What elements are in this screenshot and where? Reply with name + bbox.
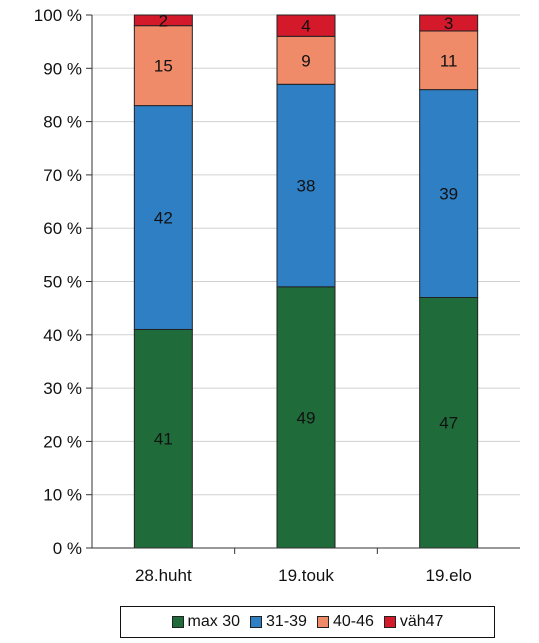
- x-tick-label: 28.huht: [135, 566, 192, 585]
- axes: [91, 15, 520, 549]
- y-tick-label: 0 %: [53, 539, 82, 558]
- data-label: 11: [440, 51, 458, 70]
- data-label: 49: [297, 408, 316, 427]
- y-tick-label: 60 %: [43, 219, 82, 238]
- bars: 41 42 15 2 49 38 9 4 47 39 11 3: [133, 11, 479, 549]
- y-tick-label: 30 %: [43, 379, 82, 398]
- y-tick-label: 50 %: [43, 273, 82, 292]
- legend: max 30 31-39 40-46 väh47: [120, 606, 495, 638]
- stacked-bar-chart: 0 % 10 % 20 % 30 % 40 % 50 % 60 % 70 % 80 % 90 % 1…: [34, 6, 520, 585]
- bar-segment: [419, 296, 479, 549]
- data-label: 39: [439, 185, 458, 204]
- bar-segment: [276, 35, 336, 85]
- bar-segment: [276, 14, 336, 37]
- data-label: 15: [154, 57, 173, 76]
- legend-label: 40-46: [332, 613, 374, 630]
- y-tick-label: 10 %: [43, 486, 82, 505]
- data-label: 4: [301, 17, 310, 36]
- legend-item: väh47: [383, 613, 444, 631]
- data-label: 9: [301, 51, 310, 70]
- data-label: 3: [444, 14, 453, 33]
- bar-segment: [276, 286, 336, 549]
- y-tick-label: 70 %: [43, 166, 82, 185]
- x-tick-label: 19.touk: [278, 566, 334, 585]
- legend-swatch: [250, 616, 263, 628]
- legend-item: max 30: [171, 613, 241, 631]
- y-axis-ticks: 0 % 10 % 20 % 30 % 40 % 50 % 60 % 70 % 80 % 90 % 1…: [34, 6, 92, 558]
- y-tick-label: 90 %: [43, 59, 82, 78]
- bar-segment: [133, 14, 193, 27]
- bar-segment: [276, 83, 336, 288]
- legend-label: max 30: [187, 613, 241, 630]
- legend-item: 31-39: [250, 613, 307, 631]
- bar-segment: [419, 89, 479, 298]
- bar-segment: [133, 105, 193, 330]
- data-label: 2: [159, 11, 168, 30]
- data-label: 42: [154, 209, 173, 228]
- y-tick-label: 80 %: [43, 113, 82, 132]
- legend-label: 31-39: [266, 613, 307, 630]
- legend-item: 40-46: [316, 613, 374, 631]
- data-label: 38: [297, 177, 316, 196]
- bar-segment: [419, 14, 479, 32]
- x-axis-ticks: 28.huht 19.touk 19.elo: [135, 548, 472, 585]
- legend-swatch: [316, 616, 329, 628]
- y-tick-label: 100 %: [34, 6, 82, 25]
- bar-segment: [133, 328, 193, 549]
- legend-swatch: [383, 616, 396, 628]
- legend-swatch: [171, 616, 184, 628]
- data-label: 41: [154, 430, 173, 449]
- data-label: 47: [439, 414, 458, 433]
- x-tick-label: 19.elo: [426, 566, 472, 585]
- y-tick-label: 40 %: [43, 326, 82, 345]
- y-tick-label: 20 %: [43, 432, 82, 451]
- legend-label: väh47: [399, 613, 444, 630]
